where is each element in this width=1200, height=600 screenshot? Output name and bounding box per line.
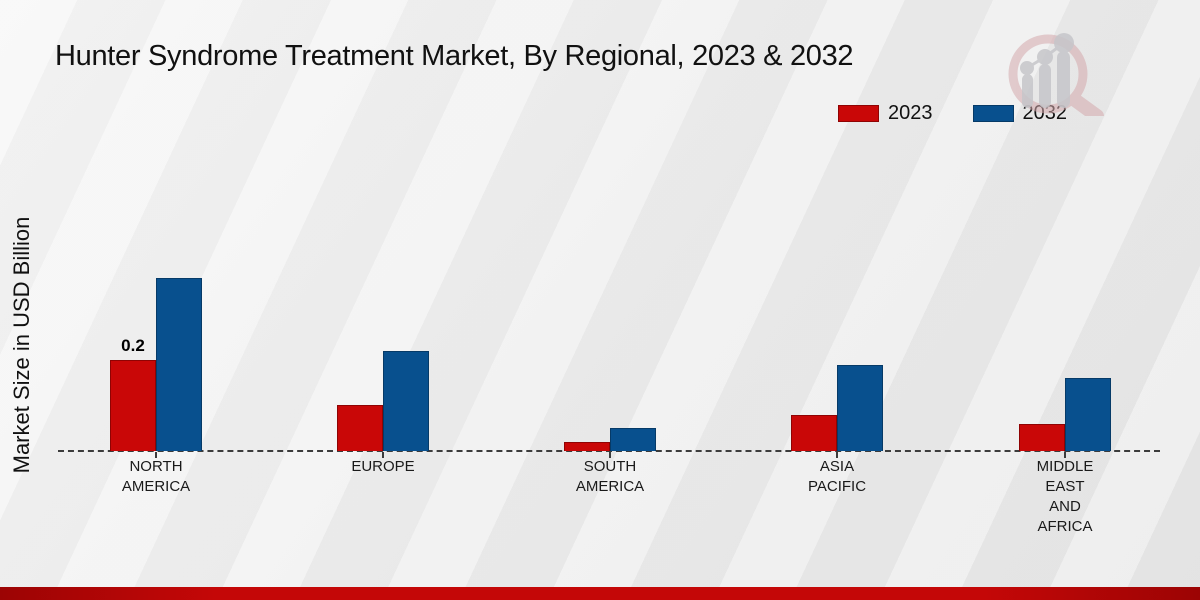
category-label-north-america: NORTH AMERICA — [121, 458, 191, 495]
x-tick-north-america — [155, 452, 157, 458]
bar-2032-south-america — [610, 428, 656, 451]
bar-2032-middle-east-and-africa — [1065, 378, 1111, 451]
bar-2032-asia-pacific — [837, 365, 883, 451]
legend-item-2023: 2023 — [838, 102, 933, 125]
x-tick-asia-pacific — [836, 452, 838, 458]
magnifier-bar-chart-logo-icon — [1008, 33, 1104, 116]
x-tick-south-america — [609, 452, 611, 458]
bar-2032-north-america — [156, 278, 202, 451]
x-tick-europe — [382, 452, 384, 458]
category-label-south-america: SOUTH AMERICA — [575, 458, 645, 495]
category-label-middle-east-and-africa: MIDDLE EAST AND AFRICA — [1036, 458, 1094, 535]
legend-swatch-2032 — [972, 105, 1014, 122]
bar-value-label: 0.2 — [121, 336, 145, 355]
y-axis-label: Market Size in USD Billion — [9, 216, 34, 474]
category-label-asia-pacific: ASIA PACIFIC — [807, 458, 867, 495]
footer-red-bar — [0, 587, 1200, 600]
category-label-europe: EUROPE — [351, 458, 415, 475]
bar-2023-asia-pacific — [791, 415, 837, 451]
bar-2023-middle-east-and-africa — [1019, 424, 1065, 451]
bar-2023-south-america — [564, 442, 610, 451]
x-axis-dashed-baseline — [58, 450, 1160, 452]
legend-swatch-2023 — [838, 105, 879, 122]
chart-title: Hunter Syndrome Treatment Market, By Reg… — [55, 40, 854, 72]
bar-2023-north-america — [110, 360, 156, 451]
bar-2023-europe — [337, 405, 383, 451]
legend-label-2023: 2023 — [888, 102, 933, 124]
bar-2032-europe — [383, 351, 429, 451]
x-tick-middle-east-and-africa — [1064, 452, 1066, 458]
